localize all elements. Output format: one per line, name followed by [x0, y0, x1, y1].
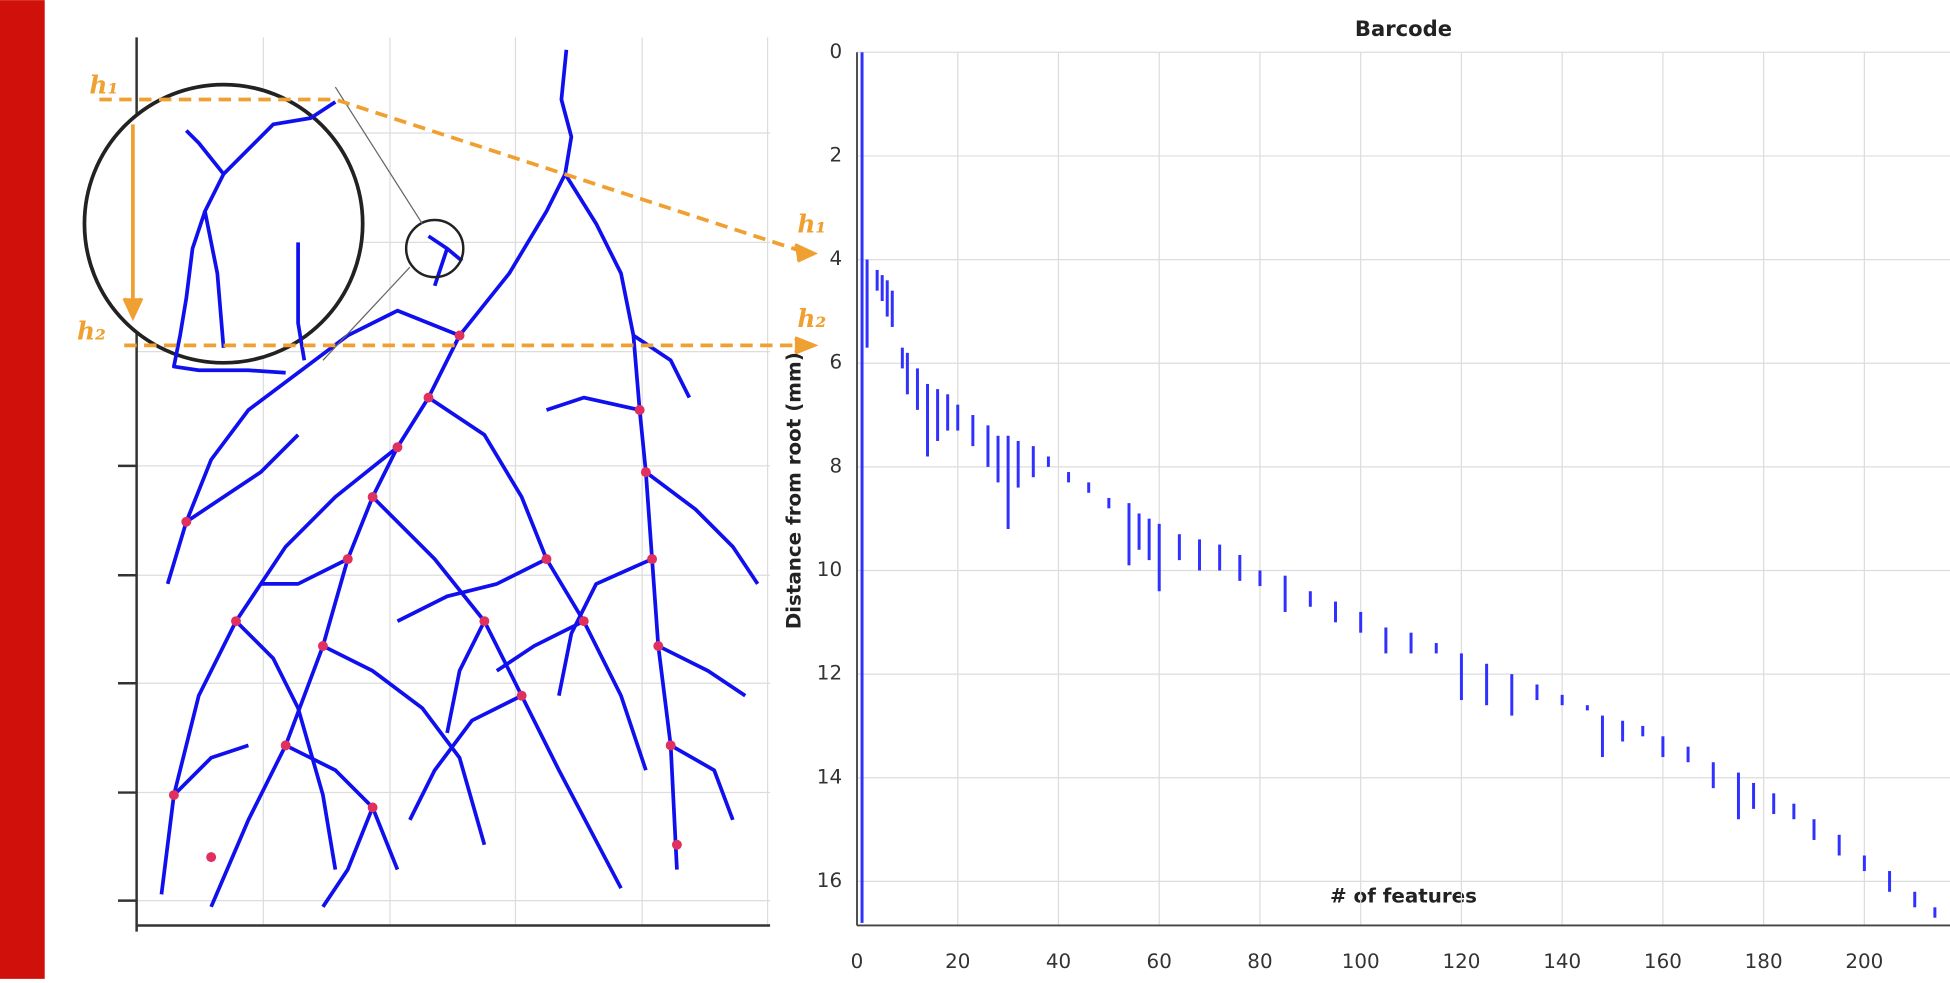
bar	[1434, 643, 1438, 654]
bar	[1736, 772, 1740, 820]
bar	[885, 280, 889, 317]
bar	[1459, 653, 1463, 701]
bar	[986, 425, 990, 467]
bar	[1686, 746, 1690, 763]
bar	[905, 352, 909, 395]
side-bar	[0, 0, 45, 979]
bar	[1862, 855, 1866, 872]
bar	[1258, 570, 1262, 587]
x-tick-label: 60	[1147, 950, 1172, 973]
bar	[1359, 611, 1363, 633]
y-tick-label: 16	[817, 869, 842, 892]
bar	[1198, 539, 1202, 571]
y-tick-label: 10	[817, 558, 842, 581]
bar	[1006, 435, 1010, 530]
bar	[875, 269, 879, 291]
bar	[1334, 601, 1337, 623]
bar	[1560, 694, 1564, 706]
bar	[1812, 819, 1816, 840]
annotation: h₂	[77, 317, 106, 346]
x-tick-label: 20	[945, 950, 970, 973]
bar	[1933, 907, 1937, 918]
y-axis-label: Distance from root (mm)	[782, 352, 805, 629]
bar	[1031, 446, 1035, 478]
x-tick-label: 120	[1442, 950, 1480, 973]
bar	[946, 394, 950, 431]
bar	[1046, 456, 1050, 467]
chart-title: Barcode	[1355, 16, 1452, 41]
bar	[971, 415, 975, 447]
bar	[996, 435, 1000, 483]
bar	[1641, 725, 1645, 737]
bar	[1218, 544, 1222, 571]
y-tick-label: 4	[829, 247, 842, 270]
bar	[1238, 554, 1242, 581]
bar	[1888, 871, 1892, 892]
y-tick-label: 0	[829, 40, 842, 63]
bar	[1147, 518, 1151, 561]
x-tick-label: 100	[1342, 950, 1380, 973]
bar	[865, 259, 869, 348]
x-tick-label: 40	[1046, 950, 1071, 973]
bar	[860, 52, 864, 923]
bar	[1067, 472, 1071, 483]
x-tick-label: 0	[851, 950, 864, 973]
y-tick-label: 6	[829, 351, 842, 374]
bar	[1600, 715, 1604, 758]
bar	[1283, 575, 1287, 612]
bar	[1016, 440, 1020, 488]
y-tick-label: 12	[817, 662, 842, 685]
bar	[1409, 632, 1413, 654]
bar	[926, 383, 930, 457]
bar	[915, 368, 919, 410]
bar	[880, 275, 884, 302]
x-tick-label: 80	[1247, 950, 1272, 973]
bar	[1621, 720, 1625, 742]
bar	[1510, 674, 1514, 716]
bar	[936, 389, 940, 441]
bar	[1107, 497, 1111, 509]
bar	[1661, 736, 1665, 758]
bar	[900, 347, 904, 369]
bar	[1384, 627, 1388, 654]
bar	[1711, 762, 1715, 789]
bar	[1772, 793, 1776, 815]
annotation: h₂	[797, 304, 826, 333]
annotation: h₁	[89, 71, 118, 100]
y-tick-label: 8	[829, 454, 842, 477]
x-tick-label: 200	[1845, 950, 1883, 973]
bar	[1087, 482, 1091, 493]
bar	[1913, 891, 1917, 908]
bar	[1157, 523, 1161, 592]
root-image	[82, 37, 819, 932]
x-tick-label: 160	[1644, 950, 1682, 973]
y-tick-label: 14	[817, 765, 842, 788]
bar	[890, 290, 894, 327]
bar	[1792, 803, 1796, 820]
x-tick-label: 180	[1745, 950, 1783, 973]
bar	[1485, 663, 1489, 706]
y-tick-label: 2	[829, 143, 842, 166]
bar	[1137, 513, 1141, 550]
x-axis-label: # of features	[1330, 884, 1477, 907]
bar	[1535, 684, 1539, 701]
bar	[1585, 705, 1589, 711]
bar	[1127, 503, 1131, 566]
bar	[1308, 591, 1312, 607]
bar	[1177, 534, 1181, 561]
bar	[1837, 834, 1841, 856]
bar	[1752, 782, 1756, 809]
x-tick-label: 140	[1543, 950, 1581, 973]
bar	[956, 404, 960, 431]
annotation: h₁	[797, 210, 826, 239]
